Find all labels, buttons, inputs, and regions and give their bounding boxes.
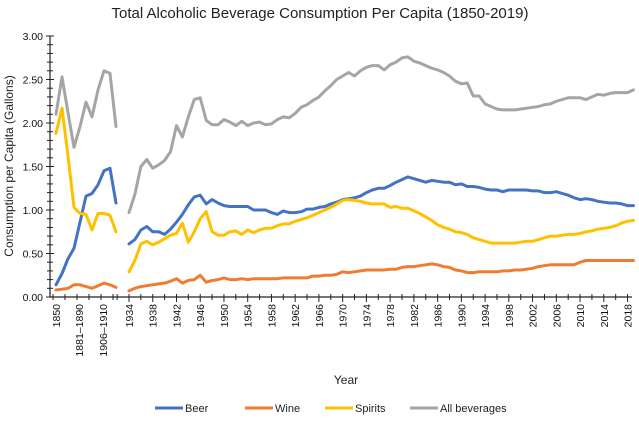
y-tick-label: 1.50: [23, 162, 44, 174]
x-tick-label: 1906–1910: [98, 304, 110, 357]
x-tick-label: 1950: [219, 304, 231, 328]
x-tick-label: 1881–1890: [74, 304, 86, 357]
series-wine-early-line: [54, 281, 118, 292]
x-tick-label: 1946: [195, 304, 207, 328]
series-all-beverages-early-line: [54, 69, 118, 149]
x-tick-label: 1942: [171, 304, 183, 328]
x-tick-label: 1966: [314, 304, 326, 328]
x-tick-label: 2002: [528, 304, 540, 328]
series-layer: [54, 55, 635, 293]
x-tick-label: 2006: [551, 304, 563, 328]
x-tick-label: 2018: [623, 304, 635, 328]
series-spirits-early-line: [54, 106, 118, 234]
y-tick-label: 1.00: [23, 205, 44, 217]
y-tick-label: 3.00: [23, 31, 44, 43]
x-tick-label: 1962: [290, 304, 302, 328]
legend-label: All beverages: [440, 403, 507, 415]
x-tick-label: 1934: [124, 304, 136, 328]
x-axis: 1850 1881–1890 1906–1910 1934 1938 1942 1946 19…: [50, 294, 635, 357]
x-tick-label: 1938: [148, 304, 160, 328]
x-tick-label: 1998: [504, 304, 516, 328]
series-beer-early-line: [54, 166, 118, 287]
x-tick-label: 2014: [599, 304, 611, 328]
y-tick-label: 2.50: [23, 75, 44, 87]
legend-item: Beer: [155, 403, 209, 415]
x-tick-label: 1970: [338, 304, 350, 328]
x-tick-label: 1954: [243, 304, 255, 328]
x-tick-label: 1958: [266, 304, 278, 328]
x-tick-label: 1990: [456, 304, 468, 328]
x-tick-label: 2010: [575, 304, 587, 328]
x-tick-label: 1982: [409, 304, 421, 328]
y-axis-title: Consumption per Capita (Gallons): [2, 75, 16, 256]
x-tick-label: 1986: [433, 304, 445, 328]
series-wine-modern-line: [127, 259, 635, 293]
y-tick-label: 0.50: [23, 249, 44, 261]
legend-item: Spirits: [325, 403, 386, 415]
series-all-beverages-modern-line: [127, 55, 635, 215]
legend-label: Wine: [275, 403, 300, 415]
x-tick-label: 1994: [480, 304, 492, 328]
x-tick-label: 1850: [51, 304, 63, 328]
y-tick-label: 2.00: [23, 118, 44, 130]
x-tick-label: 1978: [385, 304, 397, 328]
x-axis-title: Year: [334, 373, 358, 387]
legend-label: Spirits: [355, 403, 386, 415]
y-tick-label: 0.00: [23, 292, 44, 304]
legend: Beer Wine Spirits All beverages: [155, 403, 507, 415]
x-tick-label: 1974: [361, 304, 373, 328]
legend-label: Beer: [185, 403, 209, 415]
chart-title: Total Alcoholic Beverage Consumption Per…: [112, 5, 529, 22]
series-spirits-modern-line: [127, 198, 635, 274]
legend-item: Wine: [245, 403, 300, 415]
series-beer-modern-line: [127, 175, 635, 246]
y-axis: 0.00 0.50 1.00 1.50 2.00 2.50 3.00: [23, 31, 54, 304]
legend-item: All beverages: [410, 403, 507, 415]
